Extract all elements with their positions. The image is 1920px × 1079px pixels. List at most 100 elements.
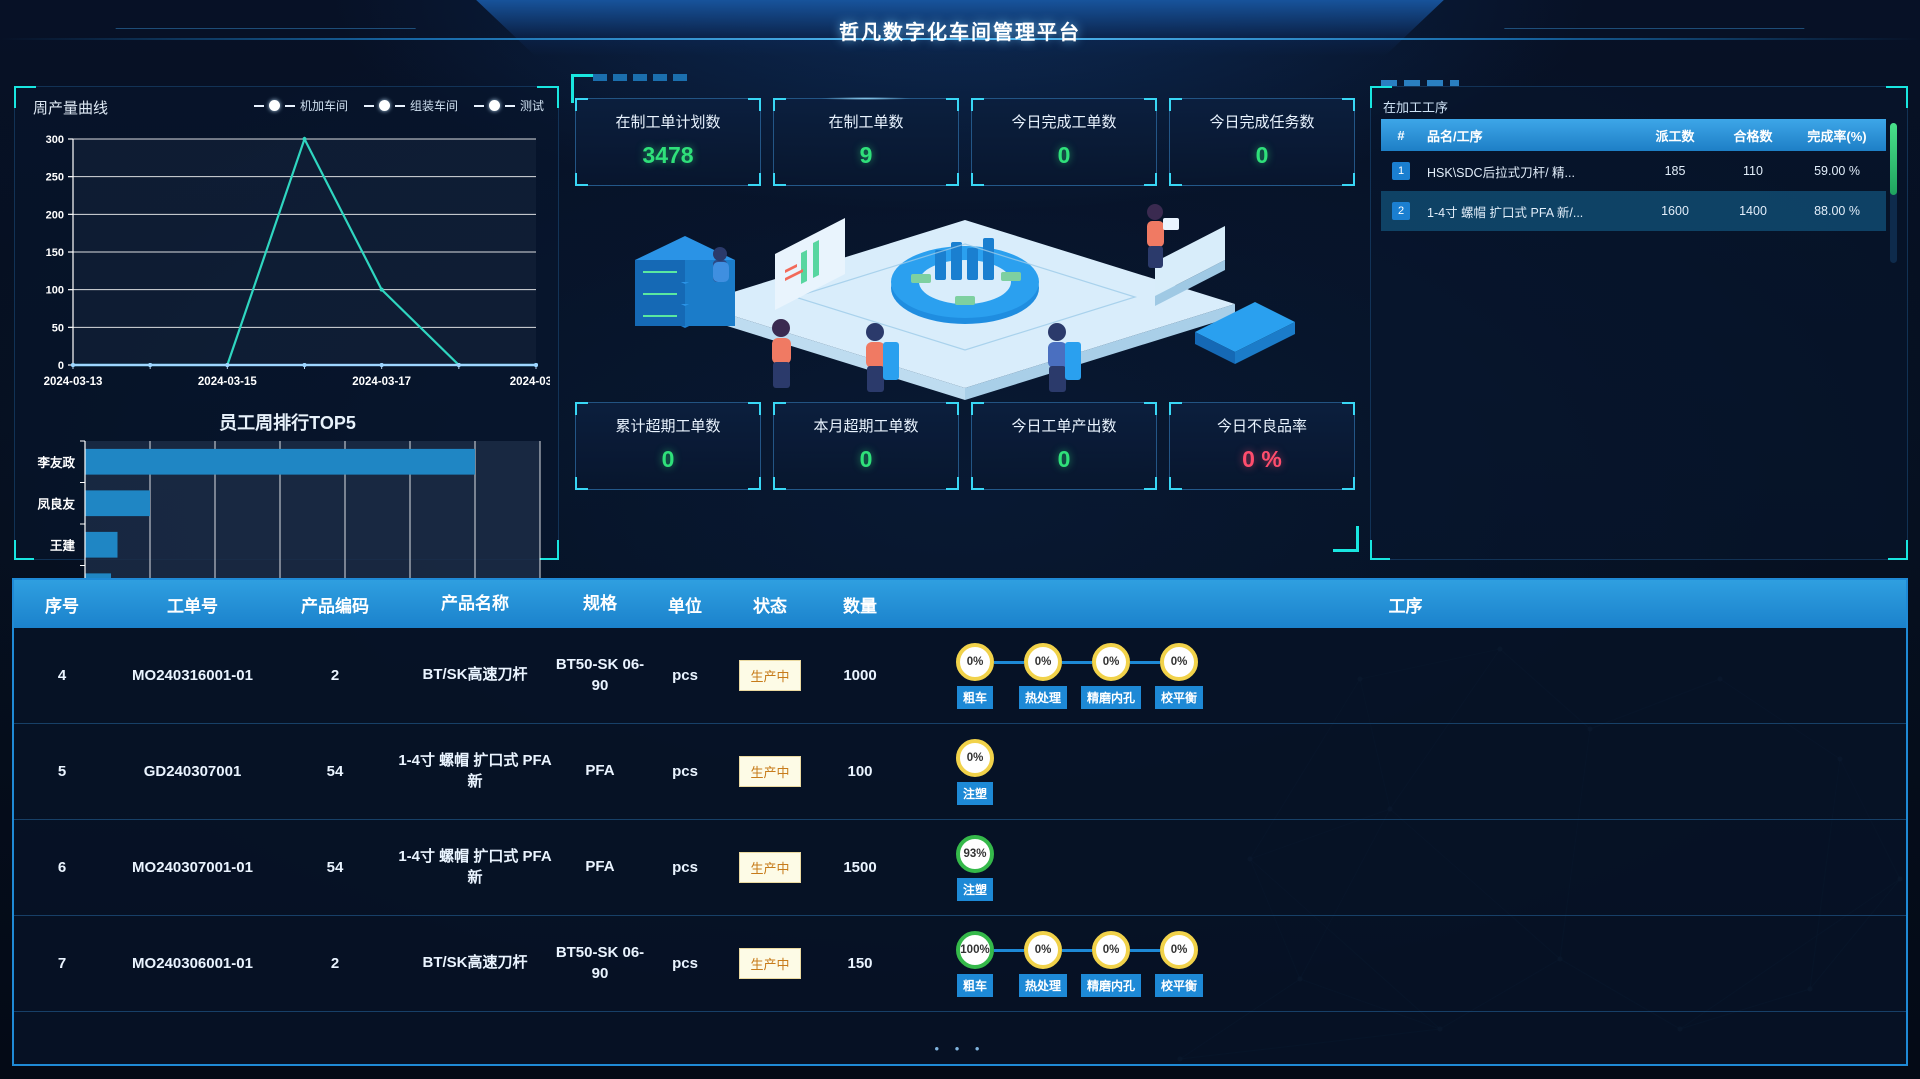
svg-text:王建: 王建 [50, 538, 76, 553]
table-pager[interactable]: • • • [934, 1041, 986, 1056]
status-badge: 生产中 [739, 852, 801, 883]
right-panel-decoration [1381, 80, 1459, 86]
table-row[interactable]: 4 MO240316001-01 2 BT/SK高速刀杆 BT50-SK 06-90 pc… [14, 628, 1906, 724]
svg-text:2024-03-17: 2024-03-17 [352, 376, 411, 388]
cell-spec: BT50-SK 06-90 [555, 944, 645, 982]
cell-seq: 7 [57, 955, 67, 972]
in-process-panel: 在加工工序 # 品名/工序 派工数 合格数 完成率(%) 1 HSK\SDC后拉… [1370, 80, 1908, 560]
process-name-tag: 校平衡 [1154, 973, 1203, 997]
bar-chart-title: 员工周排行TOP5 [219, 413, 356, 433]
table-row[interactable]: 2 1-4寸 螺帽 扩口式 PFA 新/... 1600 1400 88.00 … [1381, 191, 1886, 231]
kpi-card-total-overdue-wo[interactable]: 累计超期工单数 0 [575, 402, 761, 490]
legend-dot-icon [378, 100, 390, 111]
legend-item-0[interactable]: 机加车间 [253, 97, 348, 114]
table-row[interactable]: 7 MO240306001-01 2 BT/SK高速刀杆 BT50-SK 06-90 pc… [14, 916, 1906, 1012]
page-title: 哲凡数字化车间管理平台 [839, 22, 1081, 44]
legend-dash-icon [473, 104, 484, 107]
row-dispatch-cell: 185 [1664, 164, 1686, 178]
kpi-card-today-finished-wo[interactable]: 今日完成工单数 0 [971, 98, 1157, 186]
kpi-card-planned-wo[interactable]: 在制工单计划数 3478 [575, 98, 761, 186]
kpi-card-today-finished-task[interactable]: 今日完成任务数 0 [1169, 98, 1355, 186]
cell-status: 生产中 [725, 756, 815, 787]
process-step[interactable]: 100% 粗车 [941, 930, 1024, 997]
process-step[interactable]: 93% 注塑 [941, 834, 1009, 901]
cell-spec: BT50-SK 06-90 [555, 656, 645, 694]
svg-text:100: 100 [46, 285, 64, 297]
right-panel-title: 在加工工序 [1383, 100, 1449, 115]
cell-product-name: BT/SK高速刀杆 [422, 666, 528, 684]
kpi-label: 今日工单产出数 [1011, 418, 1117, 435]
cell-seq: 4 [57, 667, 67, 684]
legend-label: 组装车间 [409, 99, 458, 113]
svg-text:300: 300 [46, 134, 64, 146]
legend-item-1[interactable]: 组装车间 [363, 97, 458, 114]
row-name-cell: 1-4寸 螺帽 扩口式 PFA 新/... [1427, 205, 1584, 220]
table-header-row: # 品名/工序 派工数 合格数 完成率(%) [1381, 119, 1886, 151]
svg-text:0: 0 [58, 360, 64, 372]
kpi-row-bottom: 累计超期工单数 0 本月超期工单数 0 今日工单产出数 0 今日不良品率 0 % [575, 402, 1355, 490]
process-progress-ring: 100% [956, 930, 994, 969]
header-background [476, 0, 1444, 56]
cell-product-code: 54 [326, 859, 344, 876]
column-header-dispatch: 派工数 [1655, 128, 1695, 144]
column-header-pname: 产品名称 [441, 593, 509, 613]
table-row[interactable]: 5 GD240307001 54 1-4寸 螺帽 扩口式 PFA 新 PFA pcs 生产中… [14, 724, 1906, 820]
svg-text:2024-03-1: 2024-03-1 [510, 376, 550, 388]
table-row[interactable]: 6 MO240307001-01 54 1-4寸 螺帽 扩口式 PFA 新 PFA pcs… [14, 820, 1906, 916]
header-divider-line [0, 38, 1920, 40]
kpi-card-today-output[interactable]: 今日工单产出数 0 [971, 402, 1157, 490]
status-badge: 生产中 [739, 660, 801, 691]
kpi-card-wip-wo[interactable]: 在制工单数 9 [773, 97, 959, 186]
row-name-cell: HSK\SDC后拉式刀杆/ 精... [1427, 165, 1575, 180]
legend-dash-icon [253, 104, 264, 107]
process-step[interactable]: 0% 热处理 [1009, 930, 1092, 997]
cell-seq: 6 [57, 859, 67, 876]
kpi-card-today-defect-rate[interactable]: 今日不良品率 0 % [1169, 402, 1355, 490]
legend-dot-icon [488, 100, 500, 111]
legend-label: 测试 [519, 99, 544, 113]
table-row[interactable]: 1 HSK\SDC后拉式刀杆/ 精... 185 110 59.00 % [1381, 151, 1886, 191]
column-header-code: 产品编码 [301, 596, 369, 616]
svg-text:凤良友: 凤良友 [37, 496, 75, 511]
cell-process-flow: 100% 粗车 0% 热处理 0% 精磨内孔 0% 校平衡 [905, 930, 1906, 997]
cell-product-code: 54 [326, 763, 344, 780]
process-step[interactable]: 0% 精磨内孔 [1077, 930, 1160, 997]
process-step[interactable]: 0% 校平衡 [1145, 930, 1213, 997]
cell-quantity: 100 [847, 763, 873, 780]
column-header-wo: 工单号 [167, 596, 218, 616]
column-header-qty: 数量 [843, 596, 877, 616]
in-process-scrollbar[interactable] [1890, 123, 1897, 263]
column-header-spec: 规格 [583, 593, 617, 613]
process-step[interactable]: 0% 精磨内孔 [1077, 642, 1160, 709]
kpi-label: 在制工单数 [828, 114, 904, 131]
cell-process-flow: 0% 注塑 [905, 738, 1906, 805]
svg-text:50: 50 [52, 322, 64, 334]
kpi-card-month-overdue-wo[interactable]: 本月超期工单数 0 [773, 402, 959, 490]
cell-work-order-no: MO240306001-01 [132, 955, 253, 972]
row-rate-cell: 88.00 % [1814, 204, 1860, 218]
process-step[interactable]: 0% 注塑 [941, 738, 1009, 805]
process-progress-ring: 0% [956, 738, 994, 777]
process-progress-ring: 0% [1024, 642, 1062, 681]
line-chart-legend: 机加车间 组装车间 测试 [253, 97, 544, 114]
in-process-table: # 品名/工序 派工数 合格数 完成率(%) 1 HSK\SDC后拉式刀杆/ 精… [1381, 119, 1886, 231]
process-step[interactable]: 0% 校平衡 [1145, 642, 1213, 709]
process-name-tag: 注塑 [956, 781, 993, 805]
legend-item-2[interactable]: 测试 [473, 97, 544, 114]
cell-quantity: 1500 [843, 859, 877, 876]
process-step[interactable]: 0% 热处理 [1009, 642, 1092, 709]
scrollbar-thumb[interactable] [1890, 123, 1897, 195]
process-flow: 93% 注塑 [941, 834, 1906, 901]
cell-work-order-no: GD240307001 [143, 763, 242, 780]
index-badge: 2 [1392, 202, 1410, 220]
cell-product-code: 2 [330, 955, 340, 972]
process-progress-ring: 0% [1092, 930, 1130, 969]
process-connector [994, 660, 1024, 664]
svg-text:200: 200 [46, 209, 64, 221]
cell-status: 生产中 [725, 852, 815, 883]
process-step[interactable]: 0% 粗车 [941, 642, 1024, 709]
kpi-value: 0 [1057, 446, 1071, 472]
process-connector [1062, 660, 1092, 664]
line-chart-title: 周产量曲线 [33, 100, 109, 117]
